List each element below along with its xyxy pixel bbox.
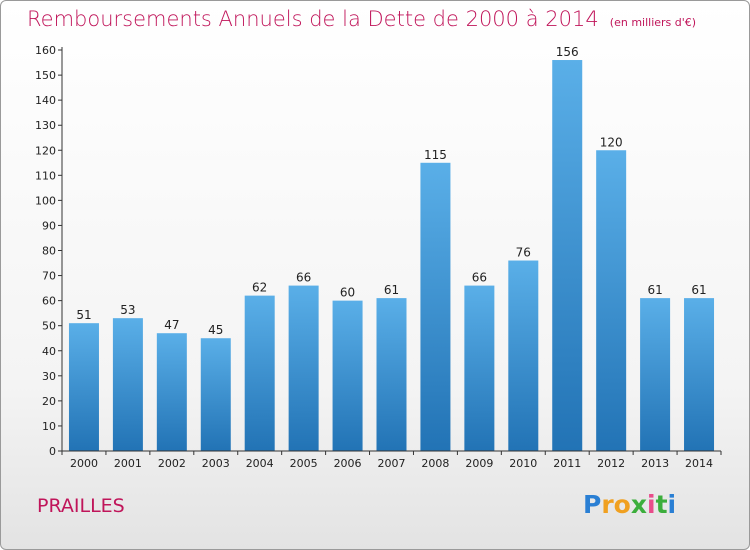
x-tick-label-2012: 2012 [597,457,625,470]
bar-2003 [200,338,231,451]
bar-2002 [156,333,187,451]
title-row: Remboursements Annuels de la Dette de 20… [27,7,696,31]
value-label-2001: 53 [120,303,135,317]
value-label-2011: 156 [556,45,579,59]
y-tick-label: 110 [35,169,56,182]
y-tick-label: 100 [35,194,56,207]
y-tick-label: 80 [42,245,56,258]
logo-letter: i [667,490,677,519]
logo-letter: r [601,490,614,519]
logo-letter: x [630,490,647,519]
value-label-2010: 76 [516,246,531,260]
y-tick-label: 70 [42,270,56,283]
x-tick-label-2013: 2013 [641,457,669,470]
value-label-2005: 66 [296,271,311,285]
value-label-2009: 66 [472,271,487,285]
y-tick-label: 20 [42,395,56,408]
y-tick-label: 30 [42,370,56,383]
commune-name: PRAILLES [37,495,125,517]
y-tick-label: 90 [42,219,56,232]
value-label-2008: 115 [424,148,447,162]
x-tick-label-2002: 2002 [158,457,186,470]
bar-2009 [464,285,495,451]
value-label-2013: 61 [647,283,662,297]
bar-2008 [420,162,451,451]
x-tick-label-2011: 2011 [553,457,581,470]
x-tick-label-2006: 2006 [334,457,362,470]
y-tick-label: 150 [35,69,56,82]
y-axis: 0 10 20 30 40 50 60 70 80 90 100 110 120 130 140 150 160 [35,44,63,458]
x-tick-label-2007: 2007 [378,457,406,470]
x-tick-label-2003: 2003 [202,457,230,470]
value-label-2003: 45 [208,323,223,337]
x-tick-label-2010: 2010 [509,457,537,470]
y-tick-label: 60 [42,295,56,308]
x-tick-label-2008: 2008 [421,457,449,470]
bars: 51 53 47 45 62 66 60 61 115 66 76 156 120 61 61 [68,45,715,452]
x-tick-label-2004: 2004 [246,457,274,470]
x-tick-label-2014: 2014 [685,457,713,470]
logo-letter: t [655,490,668,519]
x-tick-label-2009: 2009 [465,457,493,470]
bar-2012 [596,150,627,451]
bar-2013 [640,298,671,451]
y-tick-label: 130 [35,119,56,132]
bar-2004 [244,295,275,451]
y-tick-label: 10 [42,420,56,433]
value-label-2002: 47 [164,318,179,332]
y-tick-label: 120 [35,144,56,157]
bar-2001 [112,318,143,451]
y-tick-label: 0 [49,445,56,458]
bar-2011 [552,60,583,452]
proxiti-logo: Proxiti [583,490,676,519]
value-label-2004: 62 [252,281,267,295]
x-tick-label-2005: 2005 [290,457,318,470]
y-tick-label: 160 [35,44,56,57]
y-tick-label: 40 [42,345,56,358]
bar-2006 [332,300,363,451]
bar-2005 [288,285,319,451]
y-tick-label: 140 [35,94,56,107]
logo-letter: i [647,490,656,519]
value-label-2007: 61 [384,283,399,297]
value-label-2012: 120 [600,135,623,149]
y-tick-label: 50 [42,320,56,333]
x-tick-label-2000: 2000 [70,457,98,470]
value-label-2000: 51 [76,308,91,322]
bar-2007 [376,298,407,451]
bar-2014 [684,298,715,451]
x-tick-label-2001: 2001 [114,457,142,470]
value-label-2014: 61 [691,283,706,297]
x-axis: 2000 2001 2002 2003 2004 2005 2006 2007 2008 2009… [61,450,722,470]
logo-letter: o [613,490,631,519]
value-label-2006: 60 [340,286,355,300]
logo-letter: P [583,490,602,519]
chart-title: Remboursements Annuels de la Dette de 20… [27,7,599,31]
bar-2000 [68,323,99,451]
chart-subtitle: (en milliers d'€) [609,16,697,29]
bar-2010 [508,260,539,451]
